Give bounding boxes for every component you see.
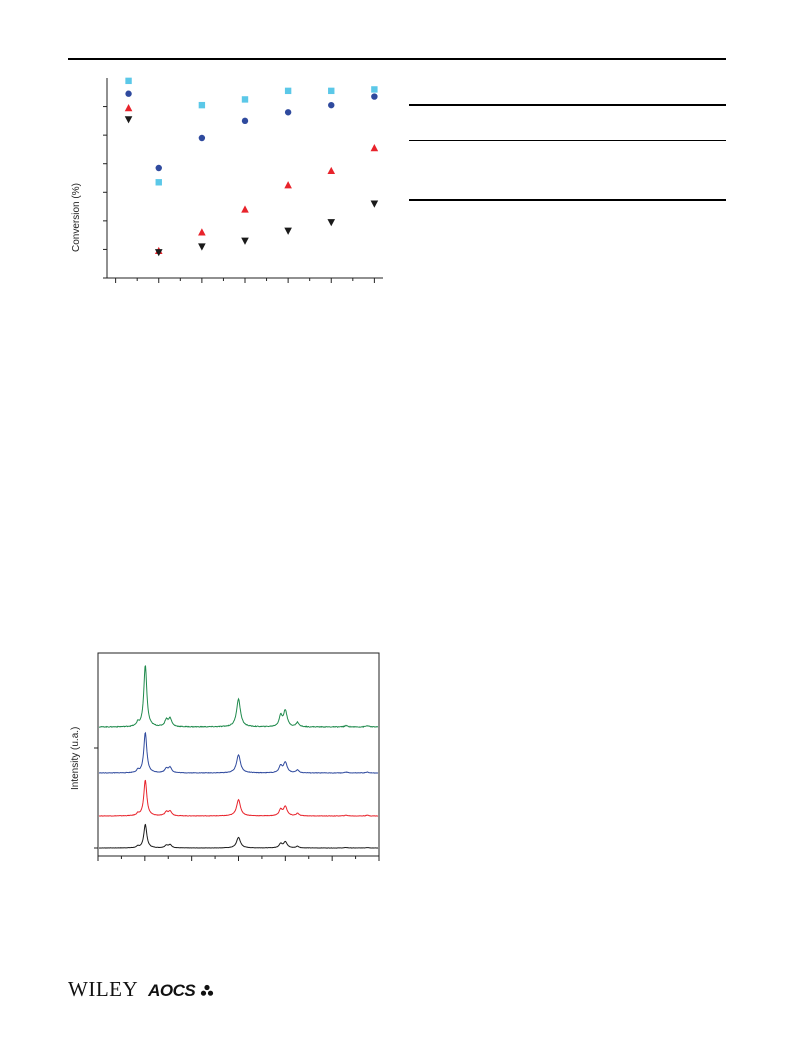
xrd-pattern-line [98, 823, 379, 849]
header-rule [68, 58, 726, 60]
table-bottom-rule [409, 199, 726, 201]
data-point-square [155, 179, 162, 186]
data-point-triangle-up [241, 205, 249, 213]
data-point-circle [125, 90, 132, 97]
data-point-square [198, 101, 206, 109]
data-point-triangle-down [124, 116, 133, 124]
data-point-triangle-down [327, 219, 336, 227]
data-point-triangle-down [154, 249, 163, 257]
table-mid-rule [409, 140, 726, 141]
data-point-square [328, 87, 335, 95]
data-point-circle [241, 117, 249, 125]
data-point-circle [155, 164, 162, 172]
data-point-triangle-down [370, 200, 379, 208]
data-point-square [284, 87, 292, 95]
footer-logos: WILEY AOCS [68, 977, 214, 1002]
data-point-triangle-up [124, 104, 133, 112]
data-point-square [371, 86, 378, 93]
aocs-logo: AOCS [148, 981, 213, 1001]
data-point-circle [371, 93, 378, 100]
data-point-triangle-up [370, 144, 379, 152]
data-point-circle [328, 101, 335, 109]
xrd-intensity-chart: Intensity (u.a.) [70, 652, 380, 861]
y-axis-label: Conversion (%) [71, 183, 82, 252]
data-point-triangle-up [284, 181, 292, 189]
data-point-square [241, 96, 249, 103]
xrd-pattern-line [98, 779, 379, 817]
xrd-pattern-line [98, 731, 379, 774]
data-point-circle [284, 109, 292, 116]
aocs-logo-text: AOCS [148, 981, 196, 1000]
data-point-triangle-down [198, 243, 206, 251]
data-point-square [125, 77, 132, 85]
aocs-emblem-icon [200, 984, 213, 996]
table-top-rule [409, 104, 726, 106]
data-point-triangle-up [327, 166, 336, 175]
data-point-triangle-up [198, 228, 206, 236]
data-point-triangle-down [241, 237, 249, 245]
data-point-triangle-down [284, 227, 292, 235]
conversion-scatter-chart: Conversion (%) [71, 77, 383, 283]
y-axis-label: Intensity (u.a.) [70, 727, 81, 790]
xrd-pattern-line [98, 665, 379, 728]
wiley-logo: WILEY [68, 977, 139, 1001]
data-point-circle [198, 134, 206, 142]
